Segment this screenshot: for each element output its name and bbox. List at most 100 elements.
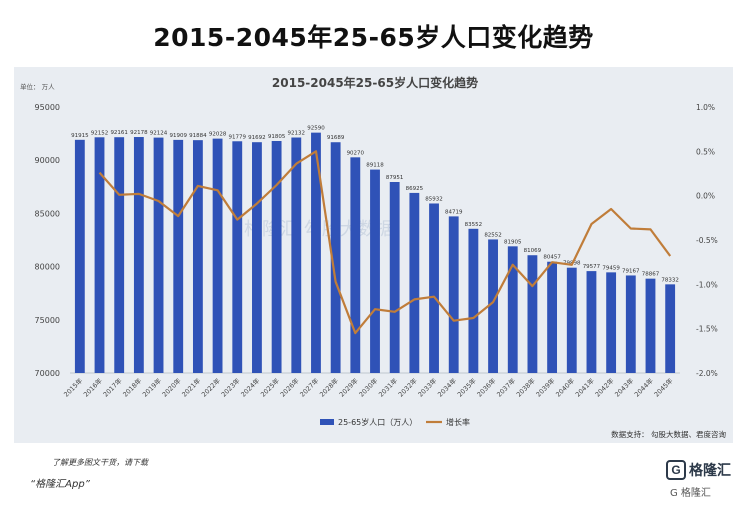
x-tick-label: 2015年 [62, 376, 85, 399]
x-tick-label: 2044年 [632, 376, 655, 399]
logo-subtext: G 格隆汇 [670, 488, 711, 499]
x-tick-label: 2029年 [337, 376, 360, 399]
x-tick-label: 2023年 [219, 376, 242, 399]
x-tick-label: 2043年 [613, 376, 636, 399]
bar-data-label: 92590 [307, 126, 325, 132]
x-tick-label: 2028年 [317, 376, 340, 399]
bar-data-label: 81069 [524, 248, 542, 254]
bar [625, 275, 636, 373]
bar-data-label: 80457 [543, 255, 561, 261]
bar [370, 169, 380, 373]
bar-data-label: 91805 [268, 134, 286, 140]
bar [153, 137, 164, 373]
x-tick-label: 2020年 [160, 376, 183, 399]
x-tick-label: 2026年 [278, 376, 301, 399]
bar-data-label: 83552 [465, 222, 483, 228]
y-left-tick: 75000 [35, 316, 60, 325]
bar-data-label: 84719 [445, 209, 463, 215]
bar-data-label: 91779 [229, 134, 247, 140]
brand-logo: G 格隆汇 [666, 460, 731, 480]
bar [350, 157, 361, 373]
chart-panel: 2015-2045年25-65岁人口变化趋势 单位： 万人 格隆汇 勾股大数据 700… [14, 67, 733, 443]
legend-line-label: 增长率 [446, 417, 470, 427]
bar [665, 284, 676, 373]
bar-data-label: 79167 [622, 268, 640, 274]
bar [94, 137, 105, 373]
bar [114, 137, 125, 373]
x-tick-label: 2030年 [357, 376, 380, 399]
bar-data-label: 91689 [327, 135, 345, 141]
x-tick-label: 2025年 [258, 376, 281, 399]
legend-bar-swatch [320, 419, 334, 425]
source-note: 数据支持： 勾股大数据、君度咨询 [611, 429, 726, 439]
y-right-tick: -1.5% [696, 325, 718, 334]
x-tick-label: 2031年 [376, 376, 399, 399]
bar-data-label: 78332 [661, 277, 679, 283]
y-right-tick: -1.0% [696, 280, 718, 289]
bar [74, 139, 85, 373]
bar [330, 142, 341, 373]
bar [448, 216, 459, 373]
x-tick-label: 2019年 [140, 376, 163, 399]
bar [606, 272, 617, 373]
bar-data-label: 92178 [130, 130, 148, 136]
x-tick-label: 2016年 [81, 376, 104, 399]
bar [488, 239, 498, 373]
x-tick-label: 2040年 [554, 376, 577, 399]
x-tick-label: 2039年 [534, 376, 557, 399]
x-tick-label: 2022年 [199, 376, 222, 399]
bar [429, 203, 439, 373]
y-left-tick: 95000 [35, 103, 60, 112]
bar [586, 271, 597, 373]
bar-data-label: 91884 [189, 133, 207, 139]
bar-data-label: 91915 [71, 133, 89, 139]
bar-data-label: 86925 [406, 186, 424, 192]
bar [192, 140, 203, 373]
chart-title: 2015-2045年25-65岁人口变化趋势 [272, 75, 478, 90]
bar-data-label: 79459 [602, 265, 620, 271]
bar-data-label: 92132 [288, 131, 306, 137]
y-left-tick: 70000 [35, 369, 60, 378]
bar-data-label: 90270 [347, 150, 365, 156]
x-tick-label: 2038年 [514, 376, 537, 399]
x-tick-label: 2018年 [121, 376, 144, 399]
x-tick-label: 2027年 [298, 376, 321, 399]
x-tick-label: 2017年 [101, 376, 124, 399]
bar [507, 246, 518, 373]
bar [133, 137, 144, 373]
bar [173, 139, 184, 373]
bar [291, 137, 302, 373]
y-right-tick: 1.0% [696, 103, 715, 112]
logo-g-icon: G [666, 460, 686, 480]
page-title: 2015-2045年25-65岁人口变化趋势 [153, 23, 594, 52]
bar [547, 261, 558, 373]
x-tick-label: 2035年 [455, 376, 478, 399]
y-left-tick: 85000 [35, 209, 60, 218]
bar-data-label: 87951 [386, 175, 404, 181]
y-left-tick: 90000 [35, 156, 60, 165]
bar-data-label: 89118 [366, 163, 384, 169]
bar [409, 192, 420, 373]
bar [389, 182, 400, 373]
growth-rate-line [98, 150, 672, 335]
bar-data-label: 82552 [484, 232, 502, 238]
x-tick-label: 2033年 [416, 376, 439, 399]
bar-data-label: 78867 [642, 272, 660, 278]
bar [566, 267, 577, 373]
x-tick-label: 2042年 [593, 376, 616, 399]
bar [232, 141, 243, 373]
x-tick-label: 2041年 [573, 376, 596, 399]
bar-data-label: 81905 [504, 239, 522, 245]
x-tick-label: 2032年 [396, 376, 419, 399]
x-tick-label: 2021年 [180, 376, 203, 399]
y-right-tick: -2.0% [696, 369, 718, 378]
footer-app-name: “格隆汇App” [30, 479, 90, 490]
legend-bar-label: 25-65岁人口（万人） [338, 417, 417, 427]
bar-data-label: 91692 [248, 135, 266, 141]
bar-data-label: 92028 [209, 132, 227, 138]
y-right-tick: 0.0% [696, 192, 715, 201]
bar [527, 255, 538, 373]
x-tick-label: 2036年 [475, 376, 498, 399]
y-right-tick: 0.5% [696, 147, 715, 156]
